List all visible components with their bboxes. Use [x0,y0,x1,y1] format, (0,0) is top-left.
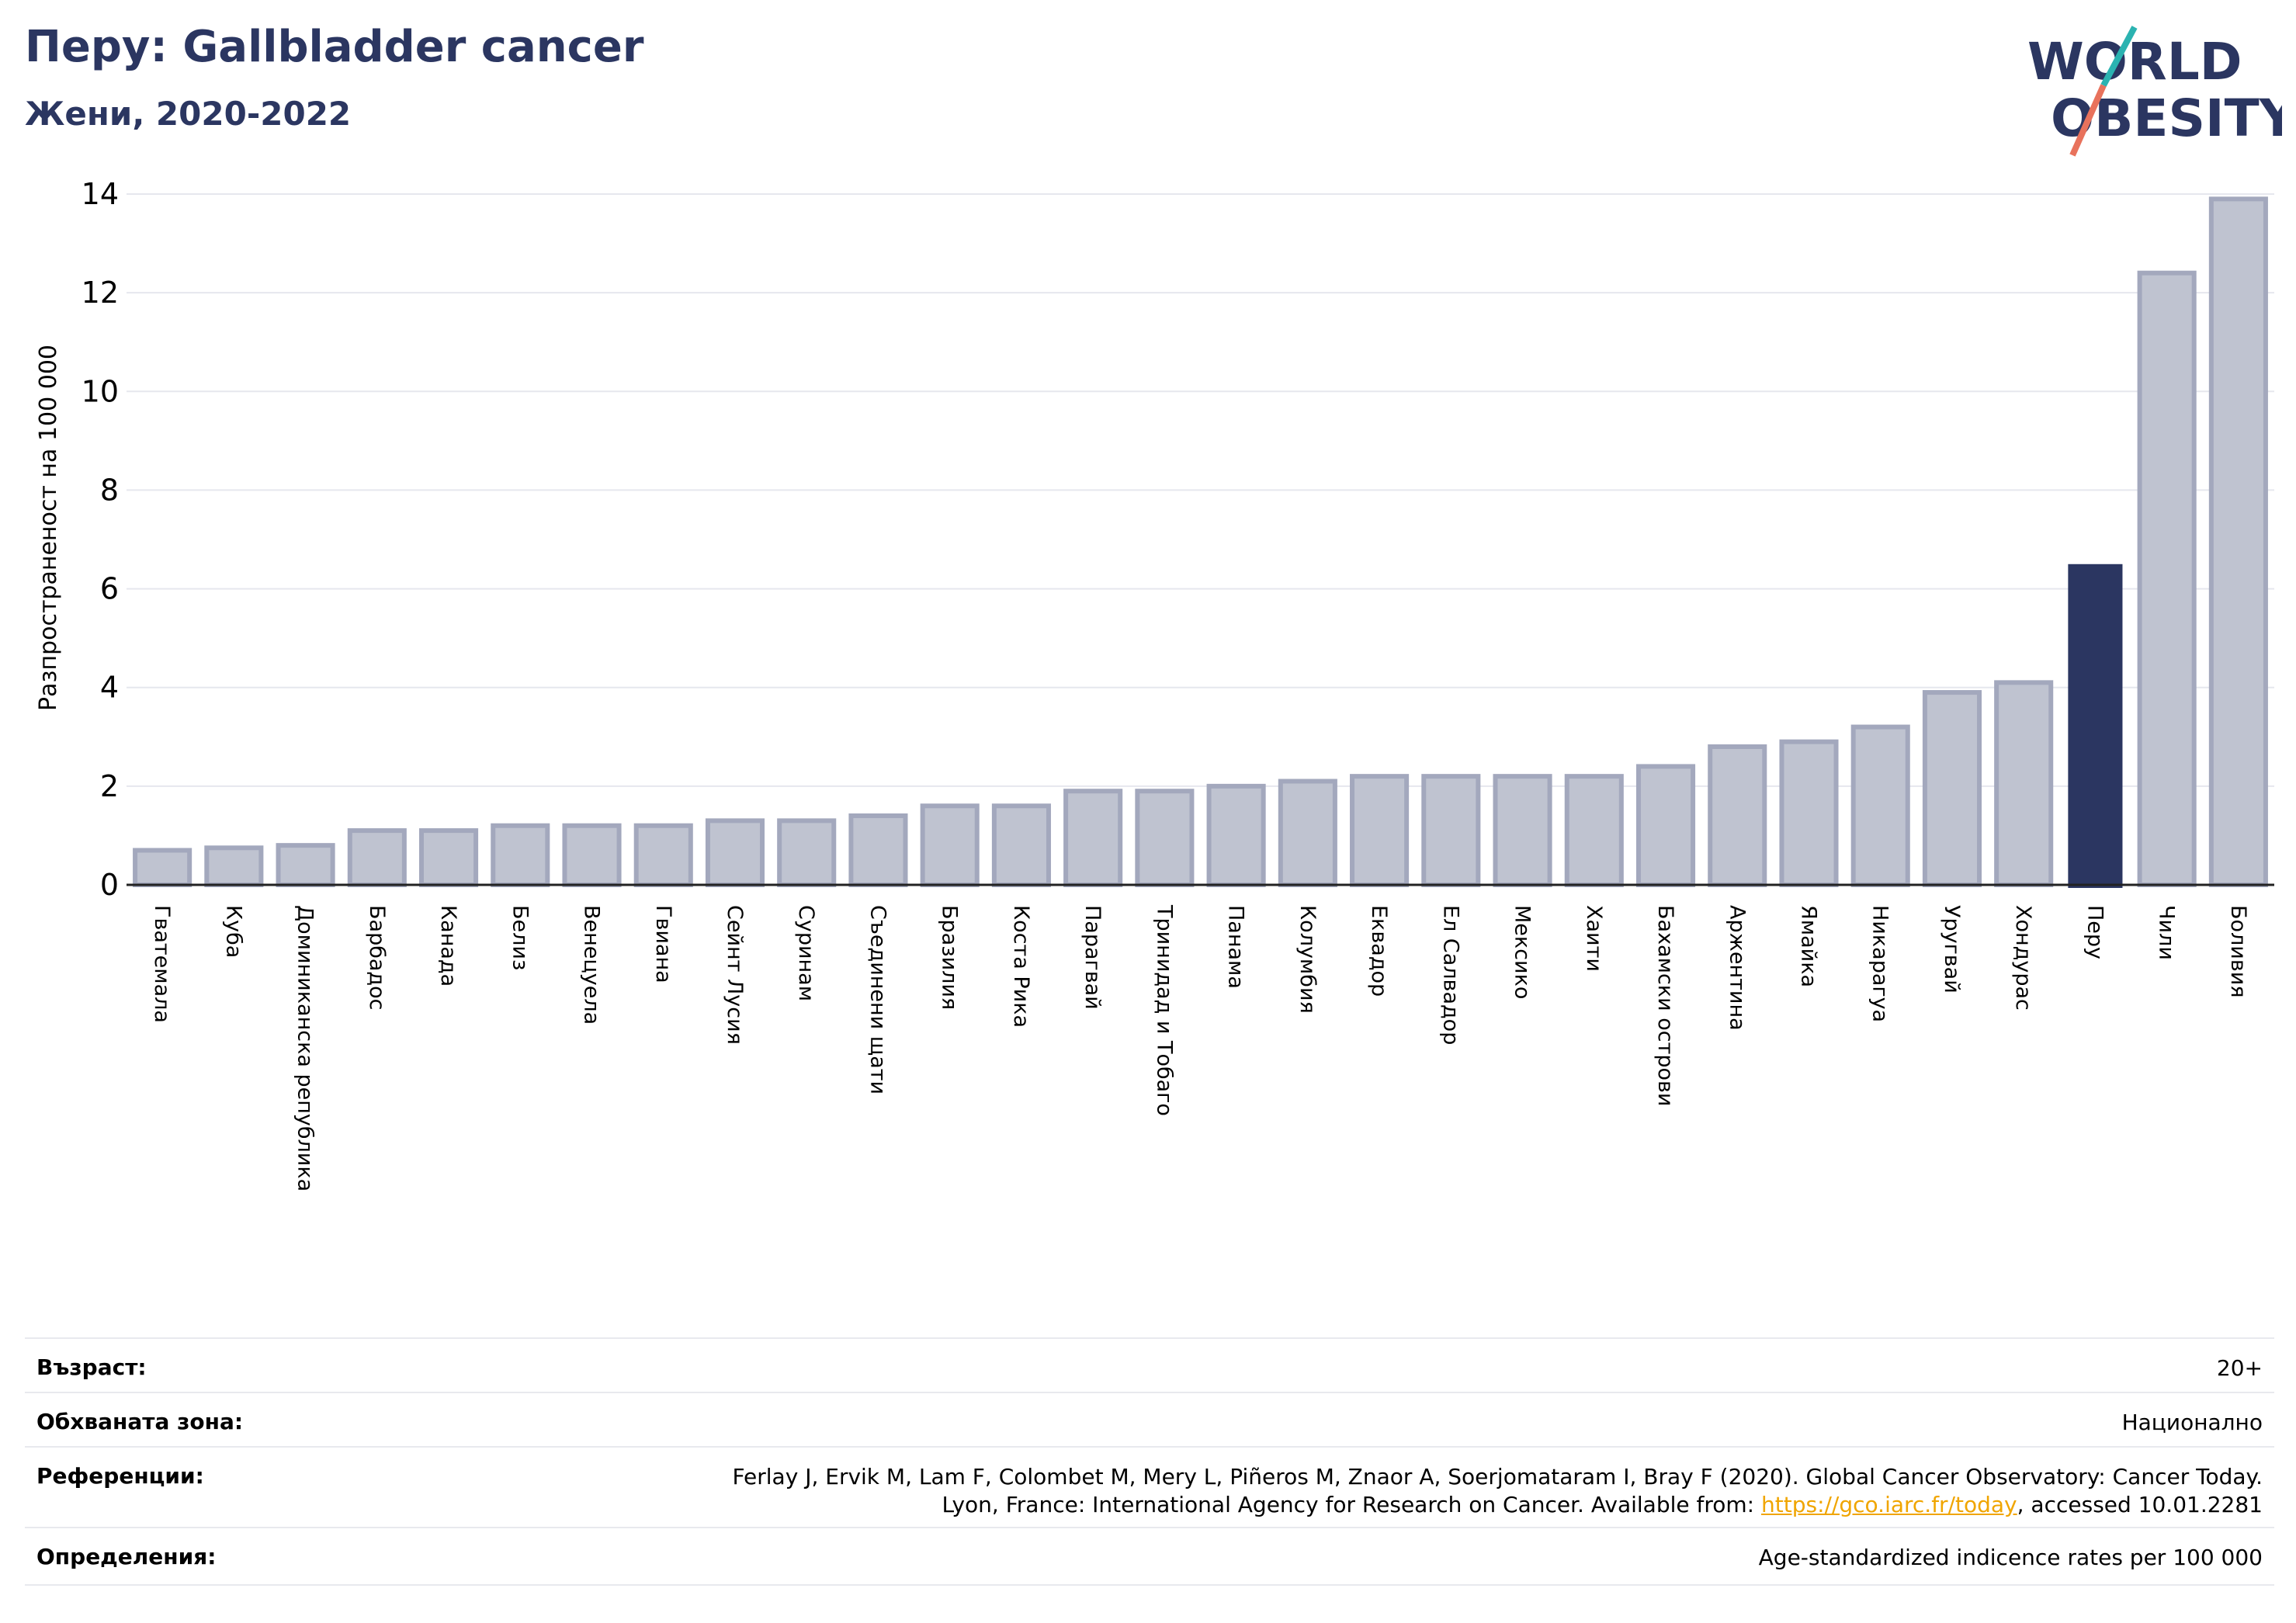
y-tick-label: 4 [100,671,119,705]
x-tick-label: Хаити [1582,905,1606,972]
x-tick-label: Ел Салвадор [1438,905,1462,1045]
area-label: Обхваната зона: [36,1409,244,1434]
bar-20 [1493,774,1552,888]
x-tick-label: Мексико [1510,905,1535,999]
bar-2 [204,845,264,887]
x-tick-label: Гватемала [150,905,174,1023]
chart-title: Перу: Gallbladder cancer [25,22,644,72]
x-tick-label: Бахамски острови [1653,905,1677,1106]
references-label: Референции: [36,1463,204,1489]
x-tick-label: Никарагуа [1868,905,1892,1022]
x-tick-label: Куба [221,905,245,958]
x-tick-label: Перу [2083,905,2107,959]
x-tick-label: Уругвай [1940,905,1964,994]
bar-13 [991,803,1051,888]
age-label: Възраст: [36,1354,147,1380]
bar-chart: 0 2 4 6 8 10 12 14 Гватемала Куба Доминиканска ре… [35,177,2274,1191]
logo-slash-bottom [2069,84,2107,157]
x-tick-label: Чили [2155,905,2179,960]
bar-12 [920,803,980,888]
bar-30 [2208,196,2268,888]
definitions-value: Age-standardized indicence rates per 100… [1758,1545,2263,1570]
x-tick-label: Гвиана [651,905,675,983]
bar-21 [1564,774,1624,888]
references-line2-suffix: , accessed 10.01.2281 [2017,1492,2263,1517]
x-tick-label: Доминиканска република [293,905,317,1191]
bar-16 [1206,783,1266,887]
x-tick-label: Сейнт Лусия [723,905,747,1045]
logo-slash-top [2100,26,2138,87]
info-row-age: Възраст: 20+ [25,1337,2274,1393]
y-tick-layer: 0 2 4 6 8 10 12 14 [82,177,119,902]
x-tick-label: Барбадос [365,905,389,1010]
chart-subtitle: Жени, 2020-2022 [25,95,352,133]
grid-layer [127,193,2274,787]
world-obesity-logo: WORLD OBESITY [2027,26,2282,157]
bar-29 [2137,270,2197,887]
x-tick-label: Колумбия [1295,905,1320,1014]
x-tick-label: Бразилия [938,905,962,1010]
bar-14 [1063,789,1123,888]
info-row-definitions: Определения: Age-standardized indicence … [25,1527,2274,1586]
info-row-references: Референции: Ferlay J, Ervik M, Lam F, Co… [25,1446,2274,1528]
y-tick-label: 2 [100,769,119,803]
x-tick-label: Белиз [508,905,532,970]
bar-1 [133,848,192,887]
x-tick-label: Аржентина [1725,905,1749,1031]
area-value: Национално [2121,1410,2263,1435]
bar-26 [1922,690,1982,887]
y-tick-label: 14 [82,177,119,211]
references-line1: Ferlay J, Ervik M, Lam F, Colombet M, Me… [732,1464,2263,1489]
bar-27 [1994,680,2054,887]
x-tick-label: Хондурас [2011,905,2035,1011]
bar-7 [562,823,622,887]
bar-24 [1779,739,1839,888]
x-tick-layer: Гватемала Куба Доминиканска република Барба… [150,904,2250,1191]
y-tick-label: 6 [100,572,119,606]
references-line2-prefix: Lyon, France: International Agency for R… [942,1492,1761,1517]
bar-19 [1421,774,1481,888]
bar-28 [2068,564,2123,888]
x-tick-label: Панама [1224,905,1248,989]
x-tick-label: Съединени щати [865,905,890,1094]
bar-4 [347,828,407,887]
definitions-label: Определения: [36,1544,217,1569]
bar-9 [705,818,765,888]
bar-layer [127,196,2274,888]
bar-25 [1850,724,1910,887]
age-value: 20+ [2216,1355,2263,1381]
x-tick-label: Еквадор [1367,905,1391,997]
y-axis-label: Разпространеност на 100 000 [35,345,62,711]
y-tick-label: 10 [82,374,119,408]
bar-6 [491,823,550,887]
x-tick-label: Суринам [794,905,818,1001]
bar-17 [1278,779,1337,887]
references-value: Ferlay J, Ervik M, Lam F, Colombet M, Me… [732,1463,2263,1519]
info-row-area: Обхваната зона: Национално [25,1392,2274,1448]
references-link[interactable]: https://gco.iarc.fr/today [1761,1492,2017,1517]
bar-23 [1708,744,1767,887]
x-tick-label: Канада [436,905,460,987]
bar-8 [633,823,693,887]
bar-11 [848,813,908,887]
x-tick-label: Тринидад и Тобаго [1152,904,1176,1116]
info-bottom-border [25,1584,2274,1586]
bar-5 [419,828,479,887]
bar-18 [1350,774,1410,888]
x-tick-label: Коста Рика [1009,905,1033,1028]
y-tick-label: 0 [100,868,119,902]
x-tick-label: Венецуела [580,905,604,1025]
bar-22 [1635,764,1696,888]
bar-3 [276,843,335,887]
x-tick-label: Боливия [2226,905,2250,998]
y-tick-label: 12 [82,276,119,310]
x-tick-label: Парагвай [1080,905,1105,1010]
y-tick-label: 8 [100,473,119,507]
bar-15 [1135,789,1195,888]
logo-line1: WORLD [2027,32,2242,92]
bar-10 [777,818,837,888]
x-tick-label: Ямайка [1796,905,1820,987]
